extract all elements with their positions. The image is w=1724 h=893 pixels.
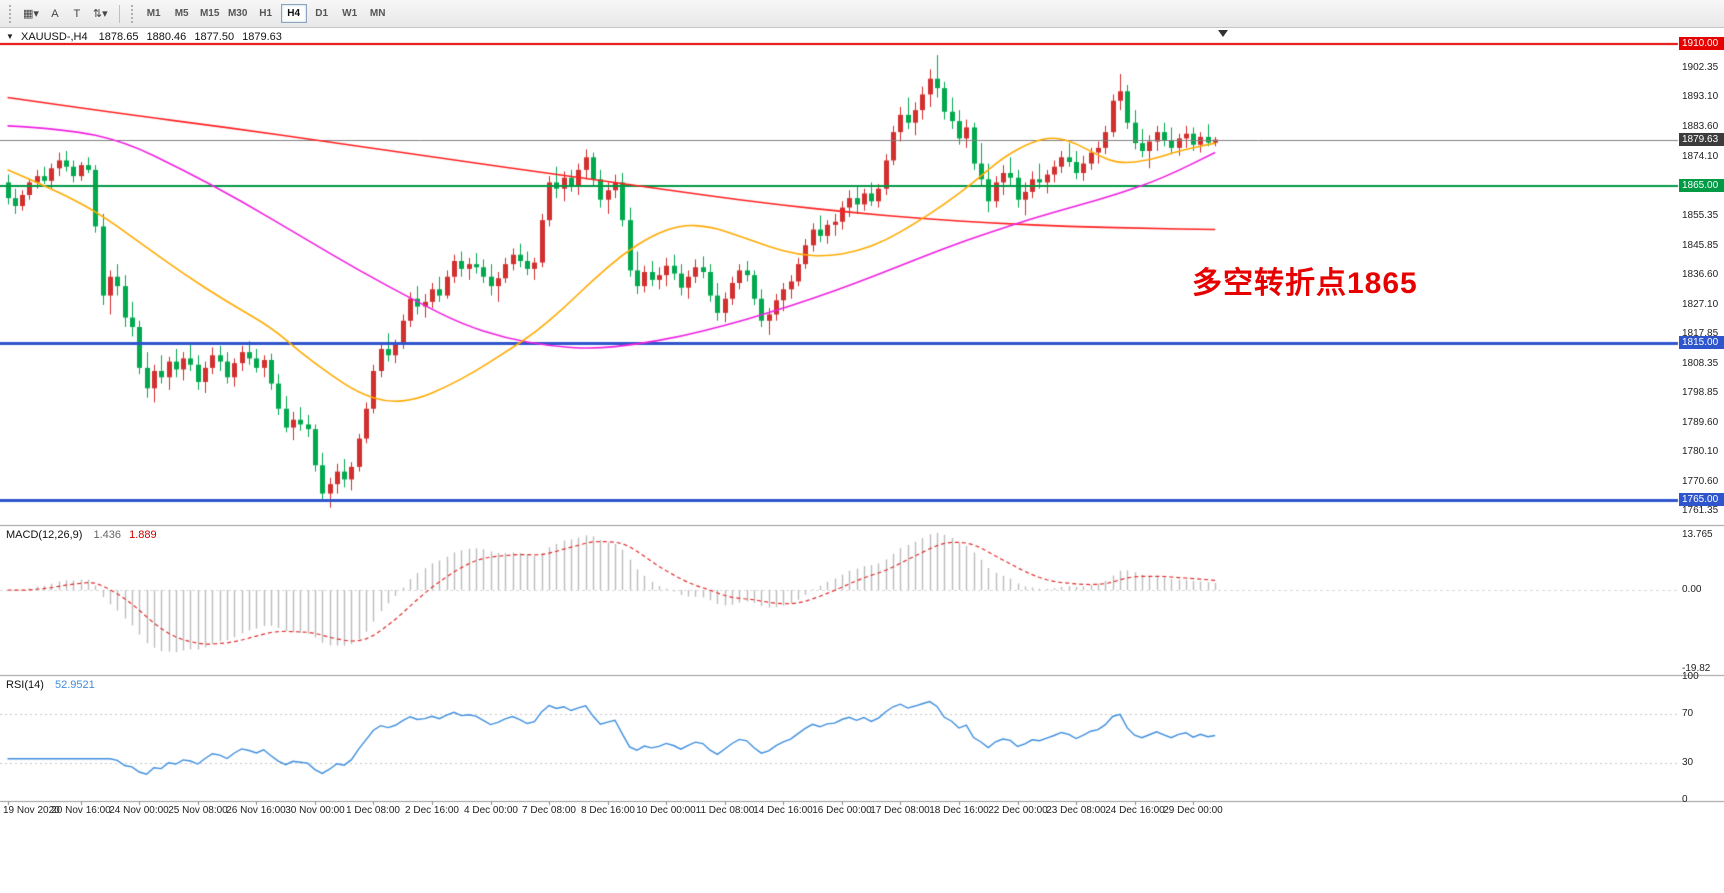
toolbar-grip: [9, 4, 13, 23]
price-axis-label: 1770.60: [1682, 476, 1719, 487]
time-axis-label: 24 Dec 16:00: [1105, 805, 1165, 816]
time-axis-label: 18 Dec 16:00: [929, 805, 989, 816]
price-axis-label: 1855.35: [1682, 210, 1719, 221]
chart-ohlc-header: ▼ XAUUSD-,H4 1878.65 1880.46 1877.50 187…: [6, 31, 287, 43]
time-axis-label: 22 Dec 00:00: [988, 805, 1048, 816]
rsi-value: 52.9521: [54, 679, 95, 691]
time-axis-label: 14 Dec 16:00: [753, 805, 813, 816]
ohlc-close: 1879.63: [242, 31, 282, 43]
time-axis-label: 17 Dec 08:00: [870, 805, 930, 816]
timeframe-toolbar: M1 M5 M15 M30 H1 H4 D1 W1 MN: [140, 4, 392, 23]
symbol-title: XAUUSD-,H4: [20, 31, 88, 43]
time-axis-label: 26 Nov 16:00: [226, 805, 286, 816]
price-axis-label: 1874.10: [1682, 151, 1719, 162]
timeframe-button-h4[interactable]: H4: [280, 4, 307, 23]
timeframe-button-w1[interactable]: W1: [342, 8, 358, 19]
time-axis-label: 10 Dec 00:00: [636, 805, 696, 816]
timeframe-button-m30[interactable]: M30: [227, 8, 248, 19]
price-axis-label: 1798.85: [1682, 387, 1719, 398]
annotation-text: 多空转折点1865: [1192, 267, 1418, 300]
rsi-axis-label: 70: [1682, 708, 1694, 719]
rsi-axis-label: 0: [1682, 794, 1688, 805]
price-axis-label: 1808.35: [1682, 358, 1719, 369]
ohlc-high: 1880.46: [146, 31, 187, 43]
time-axis-label: 11 Dec 08:00: [695, 805, 755, 816]
rsi-label: RSI(14): [6, 679, 44, 691]
toolbar-grip-2: [130, 4, 135, 23]
tool-button-group: ▦▾ A T ⇅▾: [18, 4, 113, 24]
time-axis-label: 16 Dec 00:00: [812, 805, 872, 816]
time-axis-label: 1 Dec 08:00: [346, 805, 400, 816]
symbol-dropdown-icon: ▼: [6, 32, 14, 41]
timeframe-button-d1[interactable]: D1: [315, 8, 329, 19]
timeframe-button-m5[interactable]: M5: [174, 8, 189, 19]
price-axis-label: 1893.10: [1682, 91, 1719, 102]
rsi-header: RSI(14) 52.9521: [6, 679, 100, 691]
arrow-tools-button[interactable]: ⇅▾: [92, 8, 108, 20]
macd-axis-label: 13.765: [1682, 529, 1713, 540]
price-axis-label: 1827.10: [1682, 299, 1719, 310]
macd-value-main: 1.436: [93, 529, 122, 541]
time-axis-label: 29 Dec 00:00: [1163, 805, 1223, 816]
rsi-axis-label: 30: [1682, 757, 1694, 768]
macd-value-signal: 1.889: [129, 529, 157, 541]
time-axis-label: 7 Dec 08:00: [522, 805, 576, 816]
current-price-badge: 1879.63: [1679, 133, 1724, 146]
time-axis-label: 8 Dec 16:00: [581, 805, 635, 816]
text-label-tool-button[interactable]: T: [73, 7, 81, 20]
text-tool-button[interactable]: A: [51, 7, 59, 20]
price-axis-label: 1836.60: [1682, 269, 1719, 280]
chart-shift-marker[interactable]: [1218, 30, 1228, 37]
time-axis-label: 24 Nov 00:00: [109, 805, 169, 816]
timeframe-button-mn[interactable]: MN: [369, 8, 386, 19]
price-axis-label: 1883.60: [1682, 121, 1719, 132]
top-toolbar: ▦▾ A T ⇅▾ M1 M5 M15 M30 H1 H4 D1 W1 MN: [0, 0, 1724, 28]
macd-label: MACD(12,26,9): [6, 529, 83, 541]
macd-axis-label: 0.00: [1682, 584, 1702, 595]
price-line-badge: 1815.00: [1679, 336, 1724, 349]
time-axis-label: 20 Nov 16:00: [51, 805, 111, 816]
price-line-badge: 1910.00: [1679, 37, 1724, 50]
toolbar-separator: [118, 4, 120, 23]
ohlc-low: 1877.50: [194, 31, 235, 43]
price-axis-label: 1902.35: [1682, 62, 1719, 73]
price-line-badge: 1765.00: [1679, 493, 1724, 506]
timeframe-button-m15[interactable]: M15: [199, 8, 220, 19]
time-axis-label: 19 Nov 2020: [3, 805, 60, 816]
time-axis-label: 30 Nov 00:00: [285, 805, 345, 816]
macd-axis-label: -19.82: [1682, 663, 1711, 674]
rsi-axis-label: 100: [1682, 671, 1699, 682]
price-axis-label: 1761.35: [1682, 505, 1719, 516]
time-axis-label: 25 Nov 08:00: [168, 805, 228, 816]
time-axis-label: 4 Dec 00:00: [464, 805, 518, 816]
timeframe-button-m1[interactable]: M1: [146, 8, 161, 19]
time-axis-label: 2 Dec 16:00: [405, 805, 459, 816]
chart-window-tool-button[interactable]: ▦▾: [23, 8, 39, 20]
price-axis-label: 1780.10: [1682, 446, 1719, 457]
price-line-badge: 1865.00: [1679, 179, 1724, 192]
macd-header: MACD(12,26,9) 1.436 1.889: [6, 529, 162, 541]
ohlc-open: 1878.65: [98, 31, 139, 43]
price-axis-label: 1845.85: [1682, 240, 1719, 251]
time-axis-label: 23 Dec 08:00: [1046, 805, 1106, 816]
timeframe-button-h1[interactable]: H1: [259, 8, 273, 19]
price-axis-label: 1817.85: [1682, 328, 1719, 339]
price-axis-label: 1789.60: [1682, 417, 1719, 428]
